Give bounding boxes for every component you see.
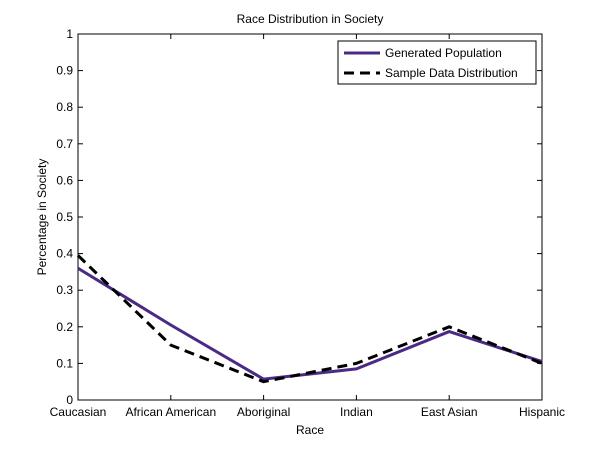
y-tick-label: 0.3 — [56, 283, 73, 297]
y-tick-label: 0.2 — [56, 320, 73, 334]
y-tick-label: 0.1 — [56, 356, 73, 370]
x-tick-label: East Asian — [421, 405, 478, 419]
y-tick-label: 0.8 — [56, 100, 73, 114]
y-tick-label: 0.6 — [56, 173, 73, 187]
x-axis-label: Race — [296, 423, 324, 437]
series-line-sample-data-distribution — [76, 254, 543, 384]
y-tick-label: 0.9 — [56, 64, 73, 78]
y-tick-label: 1 — [66, 27, 73, 41]
x-tick-label: Indian — [340, 405, 373, 419]
y-tick-label: 0.7 — [56, 137, 73, 151]
y-tick-label: 0 — [66, 393, 73, 407]
x-tick-label: Caucasian — [50, 405, 107, 419]
x-tick-label: Hispanic — [519, 405, 565, 419]
y-tick-label: 0.4 — [56, 247, 73, 261]
series-layer — [76, 254, 543, 384]
y-tick-label: 0.5 — [56, 210, 73, 224]
x-tick-label: Aboriginal — [237, 405, 290, 419]
legend: Generated Population Sample Data Distrib… — [337, 40, 537, 85]
axis-ticks: 0 0.1 0.2 0.3 0.4 0.5 0.6 0.7 0.8 0.9 1 Caucasian Af… — [50, 27, 565, 419]
chart-title: Race Distribution in Society — [237, 12, 384, 26]
legend-label-generated-population: Generated Population — [385, 46, 502, 60]
plot-area — [77, 33, 543, 401]
legend-box — [337, 40, 537, 85]
legend-label-sample-data-distribution: Sample Data Distribution — [385, 66, 518, 80]
y-axis-label: Percentage in Society — [35, 159, 49, 276]
x-tick-label: African American — [125, 405, 216, 419]
